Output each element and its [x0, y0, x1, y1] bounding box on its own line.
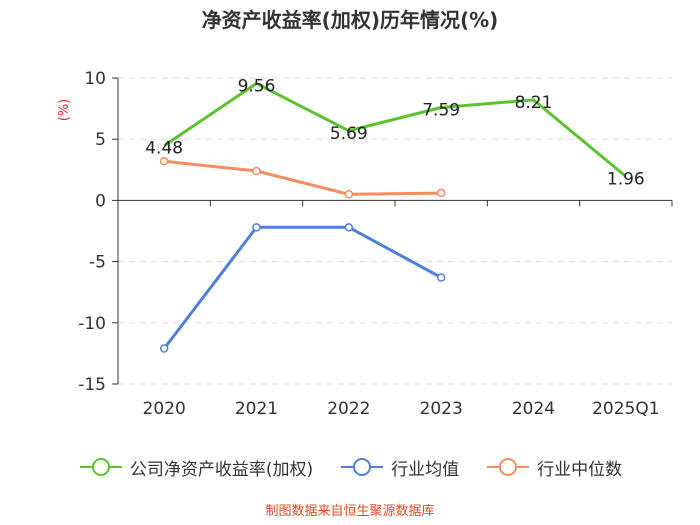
- data-label: 9.56: [238, 76, 276, 96]
- legend-label: 行业中位数: [537, 459, 623, 480]
- series-point-2: [436, 188, 446, 198]
- y-tick-label: 5: [95, 130, 106, 150]
- y-tick-label: -10: [78, 314, 106, 334]
- series-line-2: [164, 159, 442, 196]
- data-label: 7.59: [422, 100, 460, 120]
- legend-swatch-icon: [341, 458, 384, 476]
- series-point-2: [159, 156, 169, 166]
- series-point-1: [344, 223, 354, 232]
- data-label: 1.96: [607, 169, 645, 189]
- x-tick-label: 2022: [327, 399, 370, 419]
- series: [159, 81, 627, 353]
- series-point-1: [436, 273, 446, 282]
- legend: 公司净资产收益率(加权) 行业均值 行业中位数: [0, 452, 700, 482]
- chart-title: 净资产收益率(加权)历年情况(%): [201, 8, 499, 32]
- legend-label: 公司净资产收益率(加权): [129, 459, 314, 480]
- data-label: 5.69: [330, 124, 368, 144]
- series-line-1: [163, 225, 442, 350]
- data-label: 8.21: [515, 93, 553, 113]
- axes: 10 5 0 -5 -10 -15 2020 2021 2022 2023 2024 2025Q1 (%…: [57, 69, 673, 419]
- y-tick-label: 0: [95, 191, 106, 211]
- x-tick-label: 2021: [235, 399, 278, 419]
- data-labels: 4.48 9.56 5.69 7.59 8.21 1.96: [145, 76, 645, 189]
- y-tick-label: 10: [84, 69, 106, 89]
- series-point-1: [252, 223, 261, 232]
- y-tick-label: -15: [78, 375, 106, 395]
- legend-item[interactable]: 行业中位数: [485, 455, 622, 480]
- y-axis-label: (%): [57, 99, 72, 122]
- legend-label: 行业均值: [391, 459, 460, 480]
- data-label: 4.48: [145, 139, 183, 159]
- grid-lines: [118, 77, 672, 385]
- legend-swatch-icon: [487, 458, 530, 476]
- series-line-0: [163, 81, 627, 178]
- source-note: 制图数据来自恒生聚源数据库: [265, 504, 435, 519]
- x-tick-label: 2023: [420, 399, 463, 419]
- series-point-2: [344, 190, 354, 199]
- series-point-1: [159, 344, 169, 353]
- legend-item[interactable]: 行业均值: [339, 455, 459, 480]
- legend-swatch-icon: [79, 458, 122, 476]
- x-tick-label: 2024: [512, 399, 555, 419]
- x-tick-label: 2020: [143, 399, 186, 419]
- legend-item[interactable]: 公司净资产收益率(加权): [78, 455, 313, 480]
- y-tick-label: -5: [89, 253, 106, 273]
- x-tick-label: 2025Q1: [592, 399, 659, 419]
- series-point-2: [252, 166, 261, 176]
